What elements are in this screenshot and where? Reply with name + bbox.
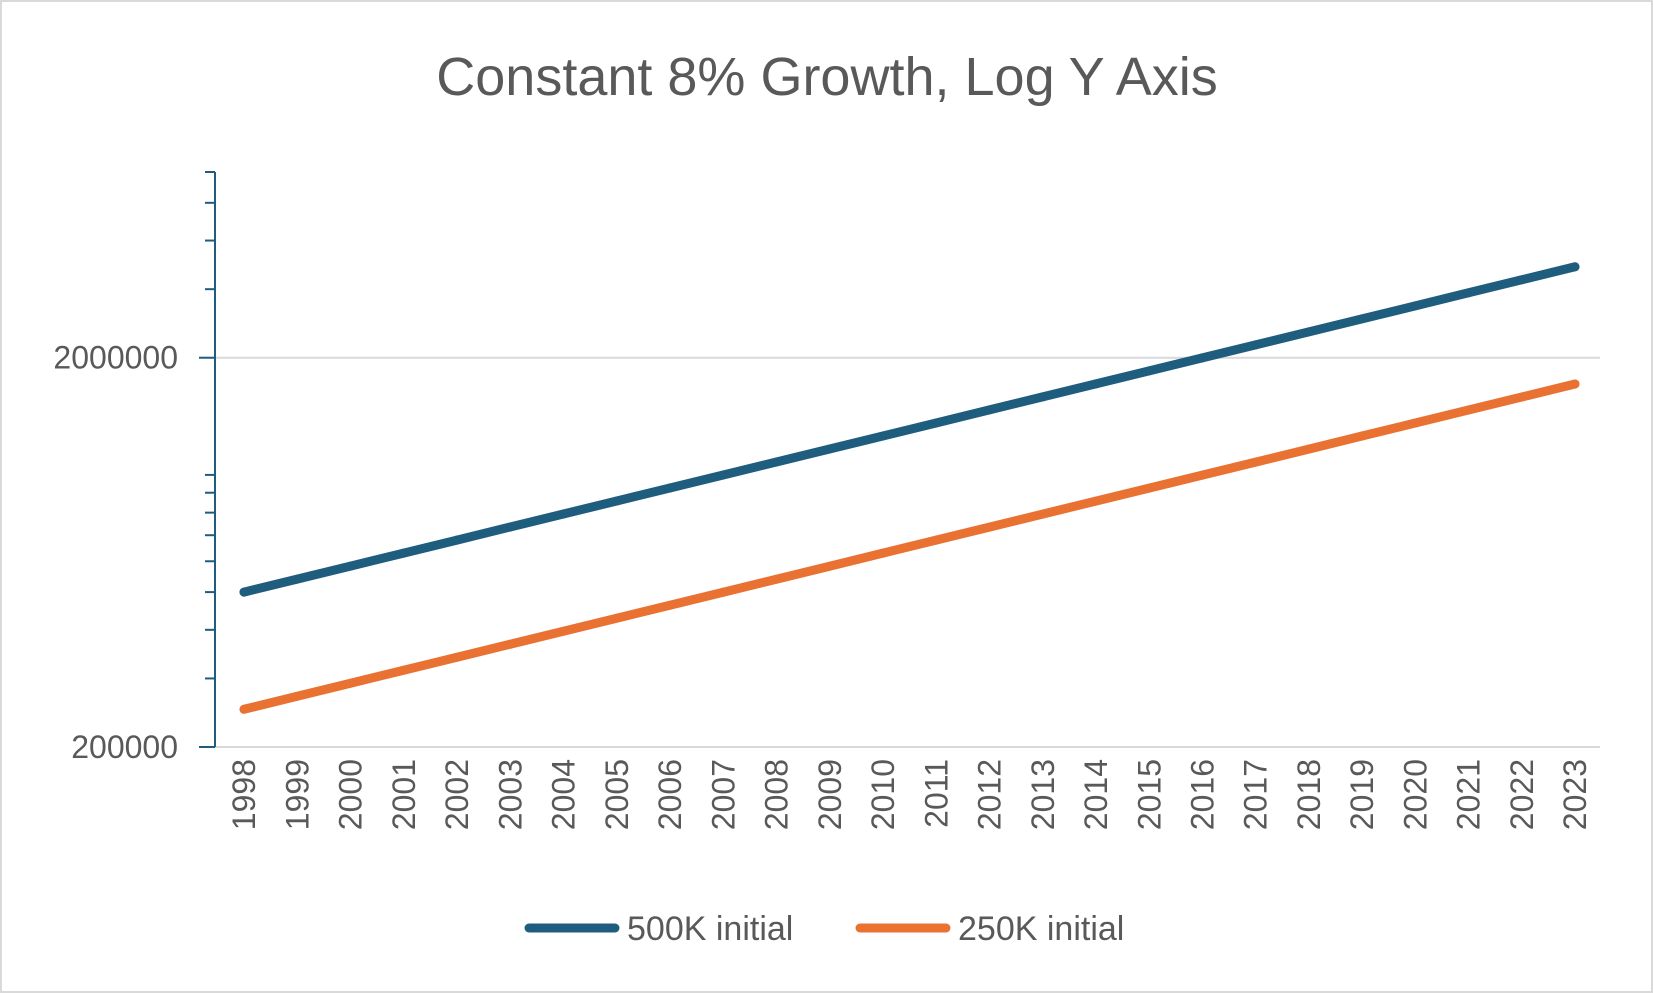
data-point [1144,366,1154,376]
chart-title: Constant 8% Growth, Log Y Axis [436,47,1217,107]
x-tick-label: 2008 [759,759,795,830]
data-point [878,431,888,441]
data-point [558,509,568,519]
x-tick-label: 2022 [1504,759,1540,830]
data-point [665,483,675,493]
data-point [1410,301,1420,311]
data-point [1410,418,1420,428]
data-point [1144,483,1154,493]
data-point [239,704,249,714]
x-tick-label: 2007 [705,759,741,830]
data-point [771,457,781,467]
x-tick-label: 2005 [599,759,635,830]
data-point [292,574,302,584]
x-tick-label: 2001 [386,759,422,830]
data-point [1357,314,1367,324]
data-point [612,613,622,623]
x-tick-label: 2010 [865,759,901,830]
x-tick-label: 2019 [1344,759,1380,830]
x-tick-label: 2004 [546,759,582,830]
data-point [1251,340,1261,350]
y-tick-label: 2000000 [53,340,178,376]
x-tick-label: 2020 [1397,759,1433,830]
data-point [1517,392,1527,402]
x-tick-label: 2000 [333,759,369,830]
data-point [1038,392,1048,402]
x-tick-label: 1998 [226,759,262,830]
data-point [612,496,622,506]
data-point [452,535,462,545]
x-tick-label: 2014 [1078,759,1114,830]
x-tick-label: 2023 [1557,759,1593,830]
x-tick-label: 2002 [439,759,475,830]
data-point [825,561,835,571]
data-point [1570,379,1580,389]
x-tick-label: 2017 [1238,759,1274,830]
series-lines [239,262,1580,714]
x-tick-label: 2011 [918,759,954,828]
x-tick-label: 1999 [279,759,315,830]
data-point [505,522,515,532]
data-point [1304,327,1314,337]
data-point [345,678,355,688]
x-tick-label: 2012 [972,759,1008,830]
x-tick-label: 2009 [812,759,848,830]
legend-label: 500K initial [627,910,793,948]
data-point [1091,496,1101,506]
data-point [1517,275,1527,285]
data-point [1357,431,1367,441]
data-point [345,561,355,571]
data-point [825,444,835,454]
data-point [878,548,888,558]
x-tick-label: 2021 [1451,759,1487,830]
data-point [718,587,728,597]
data-point [1251,457,1261,467]
data-point [1464,405,1474,415]
y-tick-label: 200000 [71,729,178,765]
data-point [558,626,568,636]
data-point [452,652,462,662]
data-point [505,639,515,649]
data-point [771,574,781,584]
data-point [1038,509,1048,519]
data-point [399,665,409,675]
data-point [1570,262,1580,272]
data-point [984,405,994,415]
x-tick-label: 2015 [1131,759,1167,830]
data-point [399,548,409,558]
x-tick-label: 2003 [492,759,528,830]
legend-label: 250K initial [958,910,1124,948]
x-tick-label: 2013 [1025,759,1061,830]
x-tick-label: 2006 [652,759,688,830]
data-point [984,522,994,532]
data-point [239,587,249,597]
data-point [1197,353,1207,363]
series-line-250k-initial [239,379,1580,714]
data-point [292,691,302,701]
x-tick-label: 2016 [1185,759,1221,830]
axes: 200000 2000000 1998 1999 2000 2001 2002 2003 200… [53,171,1600,830]
data-point [718,470,728,480]
series-line-500k-initial [239,262,1580,597]
data-point [931,418,941,428]
data-point [1197,470,1207,480]
data-point [931,535,941,545]
data-point [1464,288,1474,298]
data-point [1091,379,1101,389]
data-point [1304,444,1314,454]
x-tick-label: 2018 [1291,759,1327,830]
legend: 500K initial 250K initial [524,910,1124,948]
data-point [665,600,675,610]
